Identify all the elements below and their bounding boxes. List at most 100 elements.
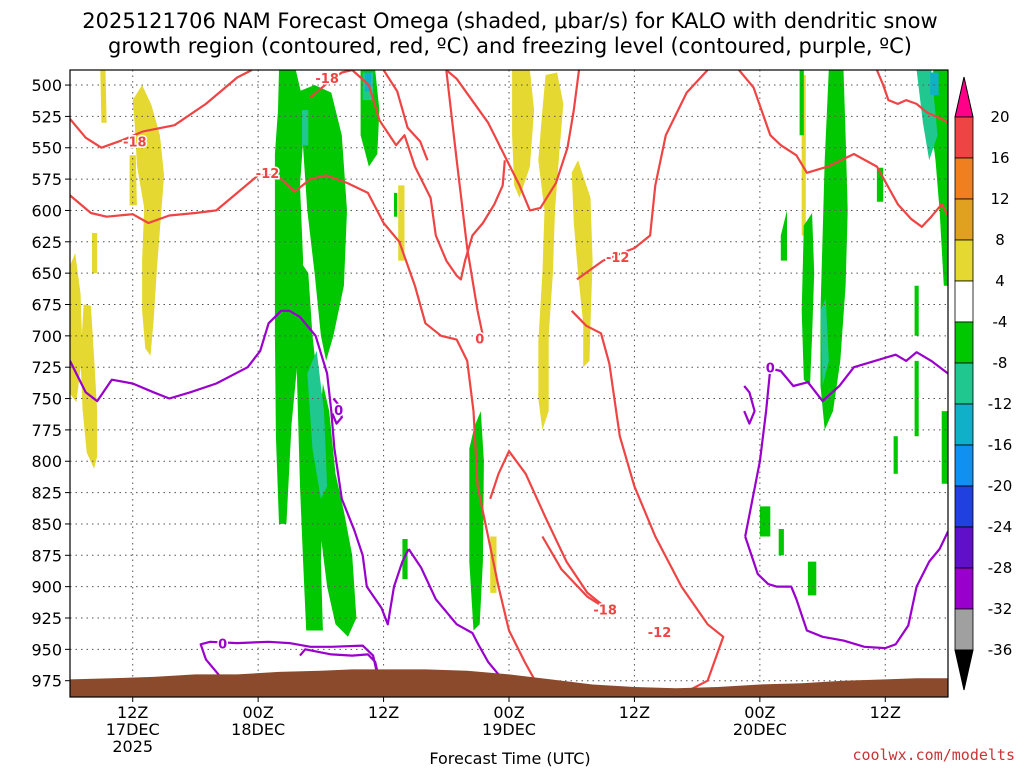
omega-region-green-0 [274,70,306,524]
colorbar-band-9 [954,485,974,528]
omega-region-yellow-7 [512,70,535,198]
x-tick-label-66-1: 20DEC [733,720,787,739]
x-tick-label-30-0: 12Z [368,703,399,722]
freezing-contour-frz-0c-right [744,351,948,537]
omega-region-green-16 [759,506,771,537]
dgz-contours [70,70,948,697]
y-axis: 500 525 550 575 600 625 650 675 700 725 750 775 800 8… [31,76,70,691]
plot-area [70,70,948,697]
colorbar-band-2 [954,198,974,241]
colorbar-band-11 [954,567,974,610]
x-tick-label-42-0: 00Z [493,703,524,722]
freezing-contour-frz-0c-rlow [744,531,948,650]
colorbar-label-13: -36 [988,641,1013,659]
colorbar-label-7: -12 [988,395,1013,413]
freezing-contour-frz-0c-rsmall [743,385,756,425]
dgz-contour-dgz-m12-left [70,174,562,697]
dgz-label-dgz-m18-top: -18 [315,72,339,87]
colorbar-label-5: -4 [993,313,1008,331]
colorbar: 20 16 12 8 4 -4 -8 -12 -16 -20 -24 -28 -32 -36 [954,76,1013,691]
dgz-label-dgz-m18-low: -18 [593,603,617,618]
x-tick-label-78-0: 12Z [870,703,901,722]
omega-region-green-20 [780,210,787,261]
y-tick-label-500: 500 [31,76,62,95]
omega-region-yellow-1 [80,304,98,469]
colorbar-band-8 [954,444,974,487]
omega-region-green-3 [316,383,357,637]
freezing-contour-frz-0c-low [199,640,379,686]
dgz-contour-dgz-m18-top [309,70,506,281]
x-tick-label-18-1: 18DEC [231,720,285,739]
omega-region-yellow-9 [571,160,593,368]
colorbar-band-6 [954,362,974,405]
colorbar-label-11: -28 [988,559,1013,577]
omega-region-teal-3 [302,110,309,146]
y-tick-label-750: 750 [31,390,62,409]
dgz-contour-dgz-m18-right [738,70,948,228]
omega-region-cyan-1 [930,72,939,96]
y-tick-label-950: 950 [31,640,62,659]
colorbar-label-10: -24 [988,518,1013,536]
omega-region-green-18 [807,561,817,596]
omega-region-green-9 [801,213,815,386]
freezing-label-frz-0c-low: 0 [218,637,227,652]
colorbar-label-9: -20 [988,477,1013,495]
colorbar-label-3: 8 [995,231,1005,249]
omega-region-yellow-4 [132,85,165,356]
y-tick-label-700: 700 [31,327,62,346]
x-tick-label-18-0: 00Z [242,703,273,722]
dgz-label-dgz-m12-mid: -12 [606,251,630,266]
dgz-contour-dgz-m12-right [576,70,709,281]
omega-shading [70,70,948,637]
dgz-label-dgz-m18-upper: -18 [123,136,147,151]
dgz-label-dgz-small-0: 0 [475,333,484,348]
y-tick-label-975: 975 [31,672,62,691]
omega-region-yellow-3 [129,155,137,206]
freezing-contour-frz-0c-main [70,309,410,626]
omega-region-green-19 [893,436,898,474]
y-tick-label-525: 525 [31,107,62,126]
y-tick-label-625: 625 [31,233,62,252]
x-axis-title: Forecast Time (UTC) [429,749,590,768]
y-tick-label-825: 825 [31,484,62,503]
y-tick-label-900: 900 [31,578,62,597]
colorbar-label-12: -32 [988,600,1013,618]
contour-labels: -18 -12 -12 -12 -18 -18 0 0 0 0 [122,70,777,654]
colorbar-label-6: -8 [993,354,1008,372]
y-tick-label-550: 550 [31,139,62,158]
omega-region-teal-0 [307,350,328,499]
omega-region-green-5 [394,192,398,217]
freezing-contour-frz-0c-small [331,397,343,425]
chart-title-line-1: 2025121706 NAM Forecast Omega (shaded, μ… [82,9,937,33]
chart-title-line-2: growth region (contoured, red, ºC) and f… [108,34,912,58]
omega-region-yellow-2 [100,70,107,123]
omega-region-green-10 [799,70,804,136]
colorbar-label-0: 20 [990,108,1009,126]
colorbar-bottom-arrow [954,649,974,691]
colorbar-band-0 [954,116,974,159]
dgz-contour-dgz-m18-upper [70,70,253,149]
omega-region-teal-2 [820,298,829,386]
x-tick-label-6-1: 17DEC [106,720,160,739]
dgz-label-dgz-m12-right: -12 [648,626,672,641]
colorbar-band-3 [954,239,974,282]
x-tick-label-6-2: 2025 [112,737,153,756]
colorbar-band-10 [954,526,974,569]
dgz-contour-dgz-m18-mid [382,70,429,161]
colorbar-label-1: 16 [990,149,1009,167]
omega-region-green-1 [295,85,347,361]
colorbar-label-8: -16 [988,436,1013,454]
colorbar-label-4: 4 [995,272,1005,290]
y-tick-label-875: 875 [31,546,62,565]
y-tick-label-675: 675 [31,295,62,314]
terrain [70,669,948,697]
colorbar-label-2: 12 [990,190,1009,208]
freezing-contours [70,309,948,686]
omega-region-green-12 [914,360,919,437]
omega-region-green-13 [914,285,919,336]
dgz-contour-dgz-m18-lowB [541,535,604,608]
colorbar-band-7 [954,403,974,446]
credit-text: coolwx.com/modelts [852,746,1015,764]
colorbar-band-4 [954,280,974,323]
